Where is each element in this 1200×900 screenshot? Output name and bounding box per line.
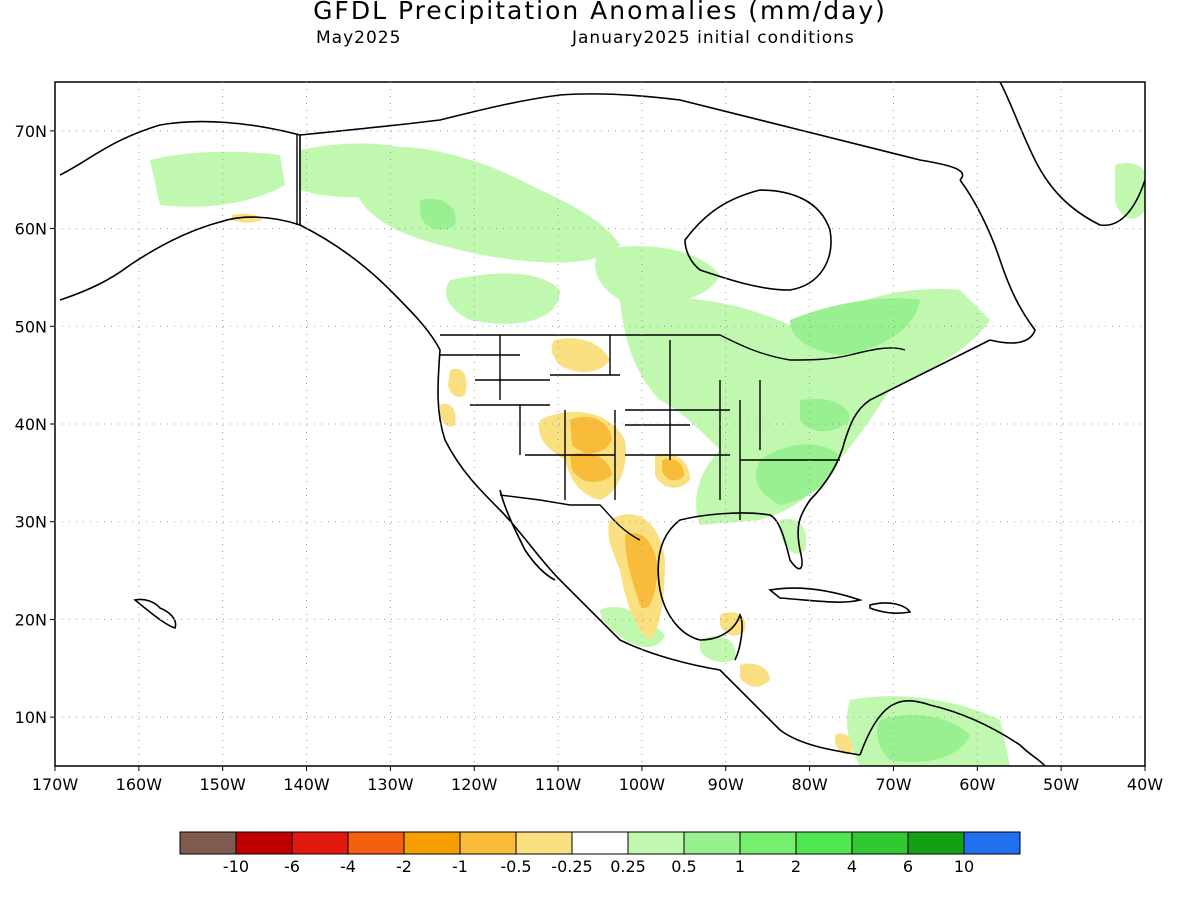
- lon-tick-label: 130W: [367, 775, 414, 794]
- longitude-axis: 170W 160W 150W 140W 130W 120W 110W 100W 90W 80W 70…: [32, 766, 1163, 794]
- lon-tick-label: 80W: [792, 775, 828, 794]
- legend-swatch: [179, 831, 237, 855]
- lon-tick-label: 120W: [451, 775, 498, 794]
- atlantic-coastline: [657, 339, 991, 661]
- lon-tick-label: 50W: [1043, 775, 1079, 794]
- lon-tick-label: 150W: [200, 775, 247, 794]
- us-canada-border: [440, 334, 906, 361]
- nw-canada-wet-anomaly: [340, 146, 620, 263]
- nw-canada-wet-core: [420, 198, 456, 230]
- lat-tick-label: 50N: [15, 317, 47, 336]
- quebec-wet-core: [790, 298, 920, 355]
- lat-tick-label: 60N: [15, 220, 47, 239]
- pacific-coastline: [299, 224, 861, 756]
- legend-swatch: [739, 831, 797, 855]
- greenland-wet-anomaly: [1115, 163, 1145, 219]
- color-legend: -10 -6 -4 -2 -1 -0.5 -0.25 0.25 0.5 1 2 4 6 10: [179, 831, 1021, 876]
- texas-mexico-dry-core: [625, 533, 658, 609]
- alaska-wet-anomaly: [150, 151, 285, 207]
- central-america-wet-anomaly: [700, 636, 736, 662]
- legend-label: -6: [284, 857, 300, 876]
- lon-tick-label: 40W: [1127, 775, 1163, 794]
- lat-tick-label: 20N: [15, 610, 47, 629]
- legend-swatch: [851, 831, 909, 855]
- legend-label: 0.25: [610, 857, 646, 876]
- legend-label: 1: [735, 857, 745, 876]
- central-canada-wet-anomaly: [446, 273, 560, 324]
- montana-dry-anomaly: [551, 338, 610, 372]
- mid-atlantic-wet-core: [800, 398, 850, 432]
- legend-swatch: [459, 831, 517, 855]
- legend-swatch: [683, 831, 741, 855]
- political-borders: [296, 135, 906, 541]
- lon-tick-label: 140W: [283, 775, 330, 794]
- lon-tick-label: 90W: [708, 775, 744, 794]
- canada-arctic-coastline: [299, 93, 964, 181]
- new-mexico-dry-core: [570, 452, 612, 482]
- legend-swatch: [515, 831, 573, 855]
- greenland-coastline: [999, 82, 1145, 227]
- state-borders: [440, 335, 840, 520]
- cuba-coastline: [768, 587, 863, 603]
- lat-tick-label: 10N: [15, 708, 47, 727]
- legend-label: -1: [452, 857, 468, 876]
- hudson-bay-coastline: [684, 189, 832, 291]
- legend-label: -0.5: [500, 857, 531, 876]
- valid-month-label: May2025: [316, 28, 402, 48]
- colombia-dry-anomaly: [835, 733, 853, 755]
- south-america-coastline: [859, 700, 1046, 766]
- legend-swatch: [235, 831, 293, 855]
- lon-tick-label: 100W: [619, 775, 666, 794]
- labrador-coastline: [959, 179, 1036, 344]
- coastlines: [59, 82, 1145, 766]
- south-america-wet-core: [877, 715, 970, 763]
- legend-swatch: [907, 831, 965, 855]
- lon-tick-label: 170W: [32, 775, 79, 794]
- legend-swatch: [403, 831, 461, 855]
- legend-label: -10: [223, 857, 249, 876]
- us-mexico-border: [499, 494, 641, 541]
- legend-swatch: [963, 831, 1021, 855]
- legend-label: -0.25: [551, 857, 592, 876]
- hawaii-coastline: [133, 598, 177, 629]
- legend-swatch: [571, 831, 629, 855]
- legend-swatch: [347, 831, 405, 855]
- legend-label: 4: [847, 857, 857, 876]
- alaska-gulf-dry-anomaly: [232, 213, 262, 223]
- legend-label: -4: [340, 857, 356, 876]
- lon-tick-label: 60W: [959, 775, 995, 794]
- legend-label: 2: [791, 857, 801, 876]
- legend-swatch: [795, 831, 853, 855]
- legend-swatch: [627, 831, 685, 855]
- latitude-axis: 10N 20N 30N 40N 50N 60N 70N: [15, 122, 55, 727]
- baja-coastline: [499, 489, 556, 581]
- lat-tick-label: 70N: [15, 122, 47, 141]
- idaho-dry-anomaly: [448, 368, 467, 397]
- hudson-west-wet-anomaly: [595, 246, 720, 304]
- lat-tick-label: 40N: [15, 415, 47, 434]
- hispaniola-coastline: [869, 602, 912, 615]
- legend-label: 6: [903, 857, 913, 876]
- oklahoma-dry-core: [662, 458, 685, 481]
- lat-tick-label: 30N: [15, 513, 47, 532]
- legend-label: -2: [396, 857, 412, 876]
- lon-tick-label: 70W: [875, 775, 911, 794]
- lon-tick-label: 160W: [116, 775, 163, 794]
- init-conditions-label: January2025 initial conditions: [572, 28, 855, 48]
- legend-label: 10: [954, 857, 974, 876]
- map-title: GFDL Precipitation Anomalies (mm/day): [313, 0, 887, 25]
- alaska-coastline: [59, 120, 301, 301]
- honduras-dry-anomaly: [740, 663, 770, 687]
- legend-label: 0.5: [671, 857, 696, 876]
- california-dry-anomaly: [440, 403, 456, 427]
- four-corners-dry-core: [570, 416, 612, 454]
- legend-swatch: [291, 831, 349, 855]
- lon-tick-label: 110W: [535, 775, 582, 794]
